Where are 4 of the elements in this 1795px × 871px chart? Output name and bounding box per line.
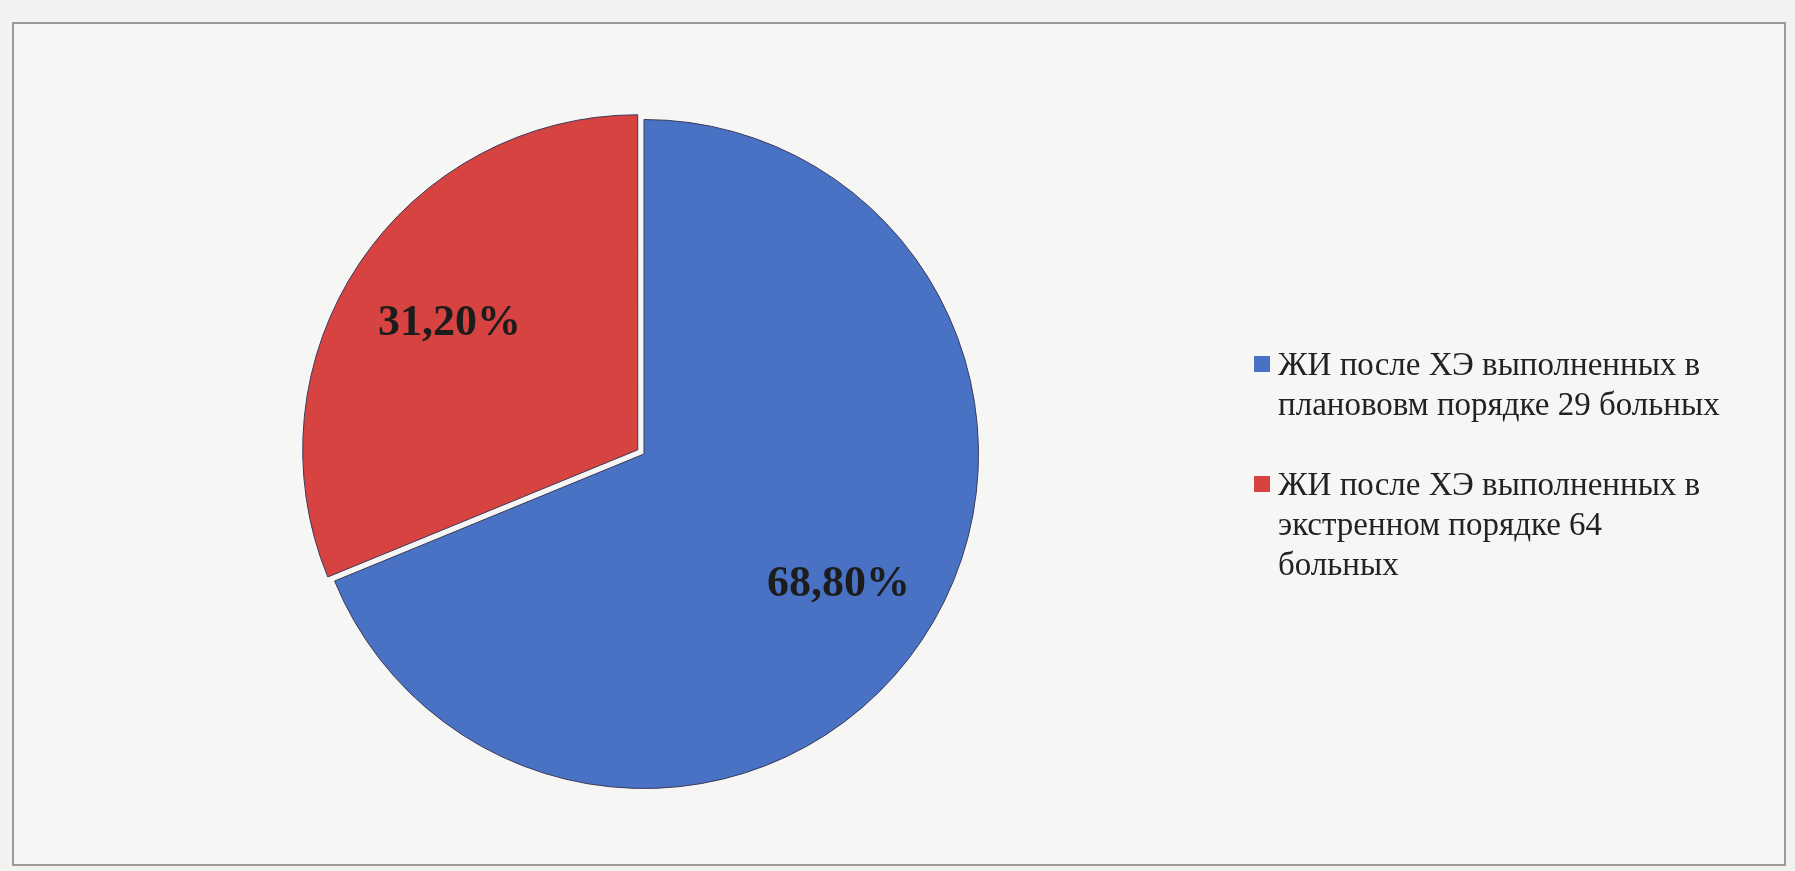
legend-label: ЖИ после ХЭ выполненных в планововм порядке 29 больных [1278,345,1721,424]
data-label: 68,80% [766,556,910,606]
data-label: 31,20% [378,295,522,345]
legend-label: ЖИ после ХЭ выполненных в экстренном порядке 64 больных [1278,465,1702,584]
